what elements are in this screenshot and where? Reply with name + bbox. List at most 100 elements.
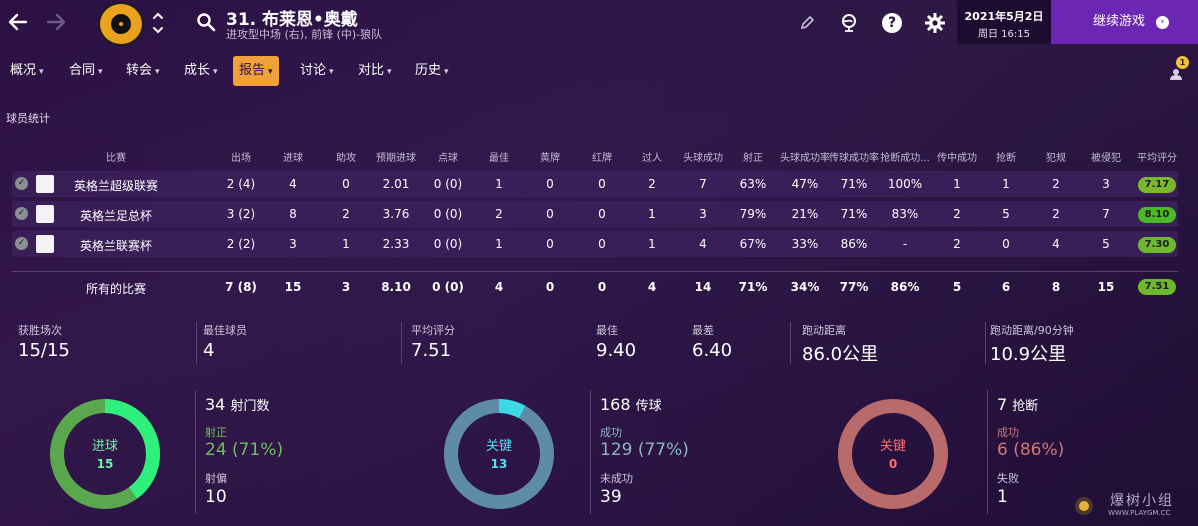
menu-item-label: 合同 bbox=[69, 63, 96, 78]
column-header[interactable]: 点球 bbox=[438, 153, 458, 164]
check-icon[interactable]: ✓ bbox=[15, 177, 28, 190]
table-cell: 7 bbox=[1102, 207, 1110, 221]
top-bar: 31. 布莱恩•奥戴 进攻型中场 (右), 前锋 (中)-狼队 ? 2021年5… bbox=[0, 0, 1198, 48]
table-row[interactable]: ✓ 英格兰联赛杯 2 (2) 3 1 2.33 0 (0) 1 0 0 1 4 67% 33% 86% - 2 0… bbox=[12, 231, 1178, 257]
table-cell: 4 bbox=[1052, 237, 1060, 251]
menu-item[interactable]: 概况 ▾ bbox=[10, 56, 44, 86]
column-header[interactable]: 黄牌 bbox=[540, 153, 560, 164]
column-header[interactable]: 犯规 bbox=[1046, 153, 1066, 164]
back-arrow-icon[interactable] bbox=[8, 10, 28, 34]
club-badge-icon[interactable] bbox=[98, 2, 144, 46]
donut-stat-label: 失败 bbox=[997, 472, 1019, 485]
donut-stat-value: 39 bbox=[600, 487, 622, 507]
search-icon[interactable] bbox=[196, 12, 216, 32]
table-cell: 2 bbox=[648, 177, 656, 191]
game-date[interactable]: 2021年5月2日 周日 16:15 bbox=[957, 0, 1051, 44]
total-cell: 5 bbox=[952, 280, 962, 294]
world-globe-icon[interactable] bbox=[838, 12, 860, 34]
summary-value: 15/15 bbox=[18, 340, 70, 361]
donut-center-label: 关键 bbox=[880, 439, 906, 454]
donut-total: 168 传球 bbox=[600, 395, 662, 414]
gear-icon[interactable] bbox=[924, 12, 946, 34]
chevron-up-down-icon[interactable] bbox=[150, 8, 166, 38]
player-position-club: 进攻型中场 (右), 前锋 (中)-狼队 bbox=[226, 28, 383, 41]
competition-name[interactable]: 英格兰超级联赛 bbox=[73, 179, 159, 193]
donut-stat-value: 6 (86%) bbox=[997, 440, 1065, 460]
menu-item[interactable]: 合同 ▾ bbox=[69, 56, 103, 86]
edit-pencil-icon[interactable] bbox=[796, 12, 818, 34]
table-divider bbox=[12, 271, 1178, 272]
summary-value: 86.0公里 bbox=[802, 344, 879, 365]
table-cell: 63% bbox=[739, 177, 767, 191]
total-label: 所有的比赛 bbox=[85, 282, 147, 296]
table-cell: 21% bbox=[791, 207, 819, 221]
column-header[interactable]: 被侵犯 bbox=[1091, 153, 1121, 164]
donut-center-label: 关键 bbox=[486, 439, 512, 454]
check-icon[interactable]: ✓ bbox=[15, 237, 28, 250]
column-header[interactable]: 抢断 bbox=[996, 153, 1016, 164]
donut-total: 7 抢断 bbox=[997, 395, 1038, 414]
competition-name[interactable]: 英格兰联赛杯 bbox=[79, 239, 153, 253]
column-header[interactable]: 抢断成功... bbox=[880, 153, 930, 164]
table-cell: 2.33 bbox=[382, 237, 410, 251]
summary-value: 6.40 bbox=[692, 340, 733, 361]
menu-item-label: 概况 bbox=[10, 63, 37, 78]
menu-item[interactable]: 转会 ▾ bbox=[126, 56, 160, 86]
column-header[interactable]: 最佳 bbox=[489, 153, 509, 164]
table-cell: 1 bbox=[495, 177, 503, 191]
donut-total: 34 射门数 bbox=[205, 395, 269, 414]
menu-item[interactable]: 对比 ▾ bbox=[358, 56, 392, 86]
column-header[interactable]: 头球成功率 bbox=[780, 153, 830, 164]
column-header[interactable]: 助攻 bbox=[336, 153, 356, 164]
column-header[interactable]: 进球 bbox=[283, 153, 303, 164]
menu-item[interactable]: 历史 ▾ bbox=[415, 56, 449, 86]
summary-label: 平均评分 bbox=[411, 324, 455, 337]
summary-label: 跑动距离/90分钟 bbox=[990, 324, 1074, 337]
column-header[interactable]: 传球成功率 bbox=[829, 153, 879, 164]
column-header[interactable]: 比赛 bbox=[106, 153, 126, 164]
column-header[interactable]: 预期进球 bbox=[376, 153, 416, 164]
continue-button-label: 继续游戏 bbox=[1093, 14, 1146, 29]
table-cell: 5 bbox=[1102, 237, 1110, 251]
help-icon[interactable]: ? bbox=[882, 13, 902, 33]
column-header[interactable]: 平均评分 bbox=[1137, 153, 1177, 164]
total-row: 所有的比赛 7 (8) 15 3 8.10 0 (0) 4 0 0 4 14 71% 34% 77% 86%… bbox=[12, 276, 1178, 300]
table-cell: 33% bbox=[791, 237, 819, 251]
table-cell: 0 (0) bbox=[433, 177, 463, 191]
menu-item[interactable]: 成长 ▾ bbox=[184, 56, 218, 86]
table-cell: 0 bbox=[342, 177, 350, 191]
menu-item[interactable]: 报告 ▾ bbox=[233, 56, 279, 86]
donut-total-unit: 抢断 bbox=[1012, 399, 1039, 414]
stat-donut: 关键 0 bbox=[838, 399, 948, 509]
donut-stat-value: 1 bbox=[997, 487, 1008, 507]
column-header[interactable]: 出场 bbox=[231, 153, 251, 164]
donut-center-value: 13 bbox=[491, 457, 508, 471]
table-cell: 3 (2) bbox=[226, 207, 256, 221]
stat-donut: 关键 13 bbox=[444, 399, 554, 509]
rating-badge: 7.51 bbox=[1138, 279, 1176, 295]
donut-ring bbox=[838, 399, 948, 509]
competition-name[interactable]: 英格兰足总杯 bbox=[79, 209, 153, 223]
menu-item[interactable]: 讨论 ▾ bbox=[300, 56, 334, 86]
menu-item-label: 讨论 bbox=[300, 63, 327, 78]
table-cell: 47% bbox=[791, 177, 819, 191]
column-header[interactable]: 头球成功 bbox=[683, 153, 723, 164]
total-cell: 86% bbox=[890, 280, 920, 294]
total-cell: 34% bbox=[790, 280, 820, 294]
forward-arrow-icon[interactable] bbox=[46, 10, 66, 34]
donut-total-unit: 传球 bbox=[635, 399, 662, 414]
column-header[interactable]: 红牌 bbox=[592, 153, 612, 164]
column-header[interactable]: 射正 bbox=[743, 153, 763, 164]
table-row[interactable]: ✓ 英格兰超级联赛 2 (4) 4 0 2.01 0 (0) 1 0 0 2 7 63% 47% 71% 10… bbox=[12, 171, 1178, 197]
inbox-icon[interactable] bbox=[1166, 58, 1190, 82]
column-header[interactable]: 过人 bbox=[642, 153, 662, 164]
table-cell: 0 bbox=[546, 177, 554, 191]
continue-button[interactable]: 继续游戏 › bbox=[1051, 0, 1198, 44]
table-row[interactable]: ✓ 英格兰足总杯 3 (2) 8 2 3.76 0 (0) 2 0 0 1 3 79% 21% 71% 83%… bbox=[12, 201, 1178, 227]
donut-center-value: 15 bbox=[97, 457, 114, 471]
check-icon[interactable]: ✓ bbox=[15, 207, 28, 220]
notification-badge: 1 bbox=[1176, 56, 1189, 69]
table-cell: 1 bbox=[495, 237, 503, 251]
column-header[interactable]: 传中成功 bbox=[937, 153, 977, 164]
